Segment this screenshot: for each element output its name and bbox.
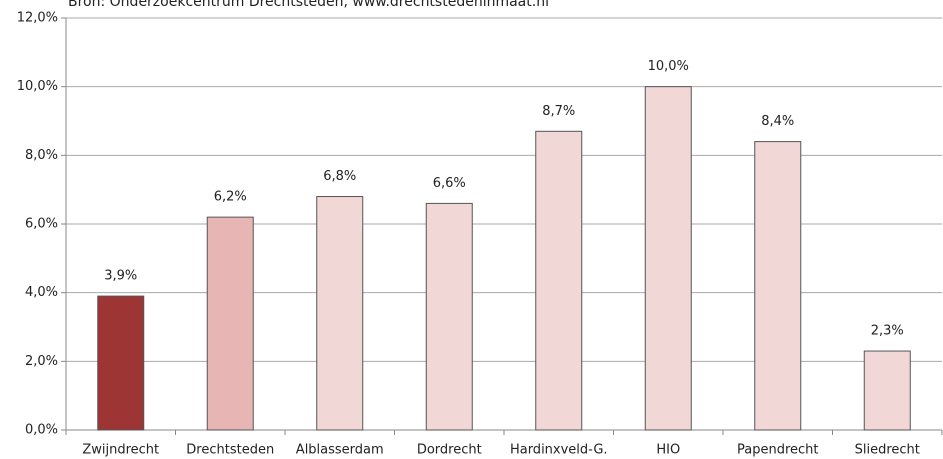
x-tick-label: Sliedrecht [855,443,920,458]
x-tick-label: Alblasserdam [296,443,384,458]
y-tick-label: 0,0% [25,423,58,438]
bar [863,350,911,431]
bar [425,202,473,431]
bar [535,130,583,431]
data-label: 8,7% [542,104,575,119]
data-label: 6,8% [323,169,356,184]
y-tick-label: 12,0% [17,11,58,26]
y-tick-label: 10,0% [17,79,58,94]
x-tick-label: HIO [656,443,680,458]
y-tick-label: 4,0% [25,285,58,300]
x-tick-label: Dordrecht [417,443,482,458]
bar [206,216,254,431]
y-tick-label: 8,0% [25,148,58,163]
x-tick-label: Papendrecht [737,443,819,458]
data-label: 3,9% [104,269,137,284]
data-label: 6,6% [433,176,466,191]
chart-subtitle: Bron: Onderzoekcentrum Drechtsteden, www… [68,0,549,10]
data-label: 2,3% [871,324,904,339]
bar [97,295,145,431]
y-tick-label: 6,0% [25,217,58,232]
x-tick-label: Drechtsteden [186,443,274,458]
bar [644,86,692,431]
bar [316,196,364,431]
data-label: 6,2% [214,190,247,205]
x-tick-label: Zwijndrecht [82,443,159,458]
y-tick-label: 2,0% [25,354,58,369]
data-label: 8,4% [761,114,794,129]
data-label: 10,0% [648,59,689,74]
bar [754,141,802,431]
x-tick-label: Hardinxveld-G. [510,443,608,458]
